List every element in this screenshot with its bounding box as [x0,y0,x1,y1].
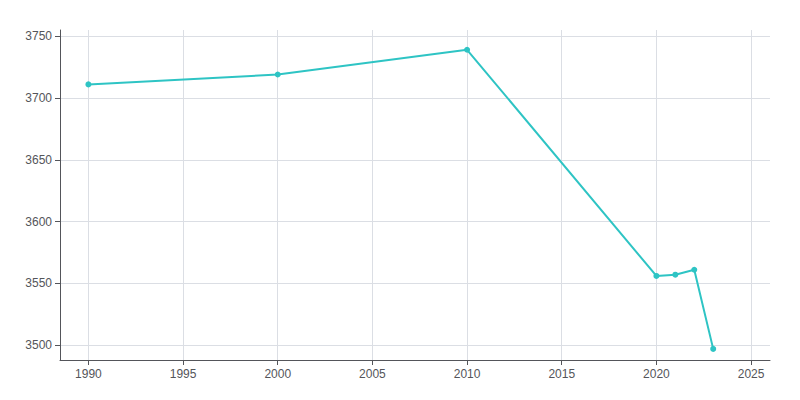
svg-text:3650: 3650 [25,153,52,167]
svg-text:2000: 2000 [264,367,291,381]
svg-text:3600: 3600 [25,215,52,229]
svg-text:3500: 3500 [25,338,52,352]
svg-text:2005: 2005 [359,367,386,381]
svg-text:3550: 3550 [25,276,52,290]
svg-text:2020: 2020 [643,367,670,381]
svg-text:2010: 2010 [454,367,481,381]
svg-text:1990: 1990 [75,367,102,381]
svg-text:2015: 2015 [548,367,575,381]
svg-text:1995: 1995 [170,367,197,381]
svg-text:3750: 3750 [25,29,52,43]
svg-text:2025: 2025 [738,367,765,381]
svg-text:3700: 3700 [25,91,52,105]
